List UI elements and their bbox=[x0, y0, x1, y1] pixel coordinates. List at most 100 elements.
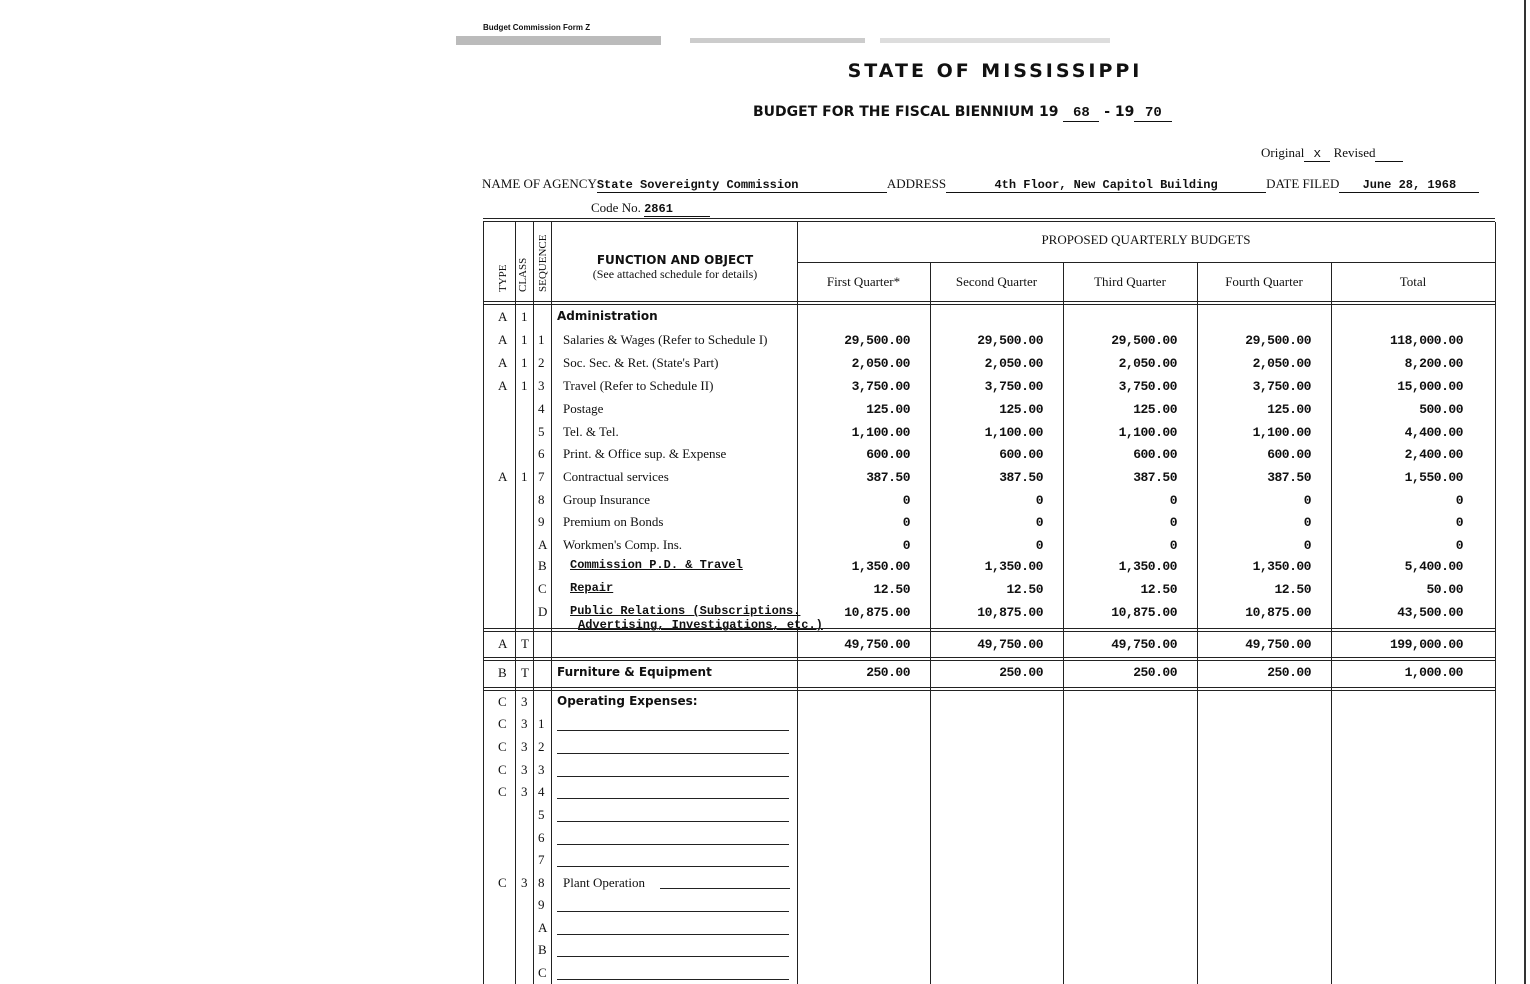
date-filed-label: DATE FILED bbox=[1266, 176, 1340, 191]
row-class: 3 bbox=[521, 716, 528, 731]
row-sequence: 5 bbox=[538, 424, 545, 439]
row-type: A bbox=[498, 636, 508, 651]
row-type: A bbox=[498, 355, 508, 370]
blank-line bbox=[660, 887, 790, 889]
row-label: Workmen's Comp. Ins. bbox=[563, 537, 683, 552]
amount-cell: 29,500.00 bbox=[1111, 333, 1177, 348]
row-label-continued: Advertising, Investigations, etc.) bbox=[578, 618, 823, 632]
address-label: ADDRESS bbox=[886, 176, 947, 191]
amount-cell: 387.50 bbox=[1133, 470, 1177, 485]
total-line bbox=[483, 657, 1495, 658]
revised-label: Revised bbox=[1333, 145, 1376, 160]
row-type: A bbox=[498, 332, 508, 347]
amount-cell: 1,100.00 bbox=[1252, 425, 1312, 440]
row-sequence: 1 bbox=[538, 716, 545, 731]
row-label: Travel (Refer to Schedule II) bbox=[563, 378, 714, 393]
header-line bbox=[483, 304, 1495, 305]
amount-cell: 2,050.00 bbox=[1118, 356, 1178, 371]
page-edge bbox=[1524, 0, 1526, 984]
quarter-header: Total bbox=[1399, 274, 1427, 289]
row-label: Soc. Sec. & Ret. (State's Part) bbox=[563, 355, 719, 370]
row-class: T bbox=[521, 636, 529, 651]
biennium-heading: BUDGET FOR THE FISCAL BIENNIUM 19 68 - 1… bbox=[753, 104, 1173, 122]
row-sequence: 9 bbox=[538, 514, 545, 529]
amount-cell: 10,875.00 bbox=[844, 605, 910, 620]
scan-artifact bbox=[880, 38, 1110, 43]
agency-name: State Sovereignty Commission bbox=[596, 178, 887, 193]
row-class: 1 bbox=[521, 332, 528, 347]
amount-cell: 49,750.00 bbox=[977, 637, 1043, 652]
amount-cell: 600.00 bbox=[1133, 447, 1177, 462]
row-label: Group Insurance bbox=[563, 492, 650, 507]
row-class: T bbox=[521, 665, 529, 680]
amount-cell: 49,750.00 bbox=[844, 637, 910, 652]
row-sequence: 8 bbox=[538, 875, 545, 890]
amount-cell: 387.50 bbox=[866, 470, 910, 485]
amount-cell: 387.50 bbox=[999, 470, 1043, 485]
row-class: 3 bbox=[521, 694, 528, 709]
amount-cell: 12.50 bbox=[1274, 582, 1311, 597]
row-class: 1 bbox=[521, 309, 528, 324]
amount-cell: 1,100.00 bbox=[984, 425, 1044, 440]
amount-cell: 125.00 bbox=[1267, 402, 1311, 417]
amount-cell: 8,200.00 bbox=[1404, 356, 1464, 371]
original-mark: x bbox=[1304, 146, 1331, 162]
amount-cell: 12.50 bbox=[873, 582, 910, 597]
amount-cell: 2,050.00 bbox=[851, 356, 911, 371]
date-filed: June 28, 1968 bbox=[1339, 178, 1480, 193]
amount-cell: 12.50 bbox=[1006, 582, 1043, 597]
column-line bbox=[1495, 222, 1496, 984]
amount-cell: 5,400.00 bbox=[1404, 559, 1464, 574]
amount-cell: 10,875.00 bbox=[977, 605, 1043, 620]
total-line bbox=[483, 690, 1495, 691]
row-sequence: C bbox=[538, 581, 547, 596]
blank-line bbox=[557, 865, 789, 867]
amount-cell: 250.00 bbox=[866, 665, 910, 680]
row-class: 1 bbox=[521, 469, 528, 484]
row-label: Furniture & Equipment bbox=[557, 665, 712, 679]
scan-artifact bbox=[456, 36, 661, 45]
total-line bbox=[483, 628, 1495, 629]
blank-line bbox=[557, 752, 789, 754]
row-sequence: 9 bbox=[538, 897, 545, 912]
row-class: 3 bbox=[521, 739, 528, 754]
total-line bbox=[483, 631, 1495, 632]
amount-cell: 10,875.00 bbox=[1245, 605, 1311, 620]
agency-line: NAME OF AGENCYState Sovereignty Commissi… bbox=[482, 176, 1480, 193]
agency-name-label: NAME OF AGENCY bbox=[482, 176, 597, 191]
row-sequence: 3 bbox=[538, 762, 545, 777]
biennium-dash: - 19 bbox=[1104, 104, 1135, 120]
row-sequence: D bbox=[538, 604, 548, 619]
row-label: Contractual services bbox=[563, 469, 669, 484]
amount-cell: 1,000.00 bbox=[1404, 665, 1464, 680]
amount-cell: 15,000.00 bbox=[1397, 379, 1463, 394]
agency-address: 4th Floor, New Capitol Building bbox=[946, 178, 1267, 193]
amount-cell: 125.00 bbox=[999, 402, 1043, 417]
amount-cell: 125.00 bbox=[1133, 402, 1177, 417]
row-type: A bbox=[498, 309, 508, 324]
blank-line bbox=[557, 978, 789, 980]
divider bbox=[483, 218, 1495, 219]
amount-cell: 0 bbox=[1455, 493, 1464, 508]
column-line bbox=[930, 262, 931, 984]
amount-cell: 3,750.00 bbox=[1118, 379, 1178, 394]
row-sequence: 8 bbox=[538, 492, 545, 507]
row-label: Plant Operation bbox=[563, 875, 645, 890]
row-class: 3 bbox=[521, 875, 528, 890]
row-class: 3 bbox=[521, 762, 528, 777]
amount-cell: 1,350.00 bbox=[1118, 559, 1178, 574]
row-label: Salaries & Wages (Refer to Schedule I) bbox=[563, 332, 768, 347]
original-revised: Original x Revised bbox=[1261, 145, 1404, 162]
row-sequence: 2 bbox=[538, 739, 545, 754]
row-label: Operating Expenses: bbox=[557, 694, 698, 708]
row-label: Print. & Office sup. & Expense bbox=[563, 446, 727, 461]
amount-cell: 50.00 bbox=[1426, 582, 1463, 597]
column-line bbox=[483, 222, 484, 984]
amount-cell: 0 bbox=[902, 515, 911, 530]
blank-line bbox=[557, 775, 789, 777]
row-class: 3 bbox=[521, 784, 528, 799]
blank-line bbox=[557, 933, 789, 935]
amount-cell: 2,400.00 bbox=[1404, 447, 1464, 462]
amount-cell: 0 bbox=[1303, 538, 1312, 553]
amount-cell: 3,750.00 bbox=[851, 379, 911, 394]
